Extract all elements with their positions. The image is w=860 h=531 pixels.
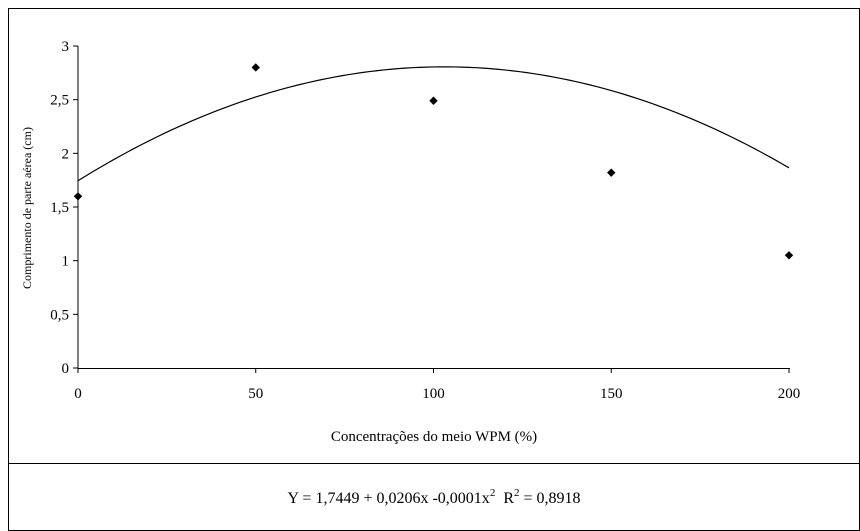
y-tick-label: 0,5 [50, 307, 69, 323]
x-axis-label: Concentrações do meio WPM (%) [331, 429, 537, 445]
regression-equation: Y = 1,7449 + 0,0206x -0,0001x2 R2 = 0,89… [287, 487, 580, 507]
y-axis-label: Comprimento de parte aérea (cm) [20, 127, 34, 289]
equation-prefix: Y = 1,7449 + 0,0206x -0,0001x [287, 490, 489, 507]
data-points [73, 63, 794, 260]
equation-superscript-2: 2 [514, 487, 520, 499]
x-tick-label: 150 [600, 386, 623, 402]
y-tick-label: 1 [62, 254, 70, 270]
data-point [251, 63, 260, 72]
trendline [77, 66, 790, 182]
x-ticks: 0 50 100 150 200 [74, 368, 800, 402]
y-tick-label: 1,5 [50, 200, 69, 216]
y-tick-label: 3 [62, 39, 70, 55]
data-point [429, 96, 438, 105]
data-point [73, 192, 83, 201]
x-tick-label: 200 [778, 386, 801, 402]
y-ticks: 0 0,5 1 1,5 2 2,5 3 [50, 39, 78, 377]
equation-middle: R [495, 490, 514, 507]
data-point [607, 168, 616, 177]
y-tick-label: 0 [62, 361, 70, 377]
equation-suffix: = 0,8918 [519, 490, 580, 507]
chart-frame [8, 8, 860, 531]
x-tick-label: 100 [422, 386, 445, 402]
y-tick-label: 2 [62, 146, 70, 162]
x-tick-label: 0 [74, 386, 82, 402]
x-tick-label: 50 [248, 386, 263, 402]
data-point [784, 251, 794, 260]
y-tick-label: 2,5 [50, 93, 69, 109]
equation-superscript-1: 2 [490, 487, 496, 499]
